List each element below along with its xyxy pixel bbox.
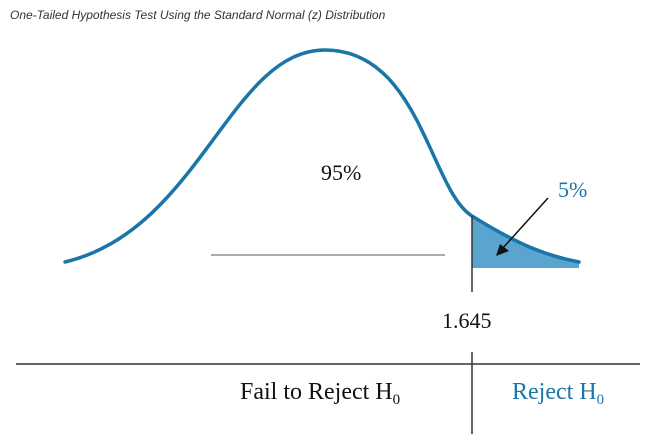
fail-to-reject-label: Fail to Reject H0 bbox=[240, 379, 400, 408]
normal-curve bbox=[63, 48, 581, 264]
reject-subscript: 0 bbox=[597, 392, 605, 408]
arrowhead bbox=[496, 244, 509, 256]
rejection-tail-area bbox=[472, 216, 579, 268]
fail-to-reject-subscript: 0 bbox=[393, 392, 401, 408]
tail-pointer-arrow bbox=[501, 197, 549, 250]
center-percent-label: 95% bbox=[321, 160, 361, 185]
fail-to-reject-text: Fail to Reject H bbox=[240, 379, 393, 405]
tail-percent-label: 5% bbox=[558, 177, 587, 202]
diagram-title: One-Tailed Hypothesis Test Using the Sta… bbox=[10, 8, 386, 22]
reject-text: Reject H bbox=[512, 379, 597, 405]
reject-label: Reject H0 bbox=[512, 379, 604, 408]
critical-value-label: 1.645 bbox=[442, 308, 492, 333]
